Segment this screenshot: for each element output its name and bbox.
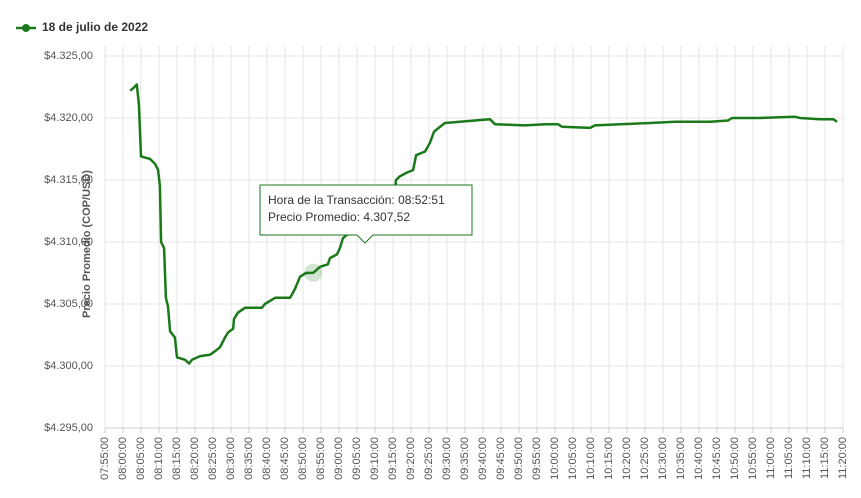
- x-tick-label: 10:00:00: [549, 437, 561, 480]
- x-tick-label: 10:25:00: [639, 437, 651, 480]
- x-tick-label: 11:20:00: [837, 437, 849, 479]
- x-tick-label: 08:25:00: [207, 437, 219, 480]
- x-tick-label: 09:00:00: [333, 437, 345, 480]
- x-tick-label: 09:45:00: [495, 437, 507, 480]
- x-tick-label: 08:35:00: [243, 437, 255, 480]
- x-tick-label: 10:50:00: [729, 437, 741, 480]
- x-tick-label: 10:05:00: [567, 437, 579, 480]
- y-tick-label: $4.295,00: [44, 422, 93, 434]
- x-tick-label: 08:55:00: [315, 437, 327, 480]
- x-tick-label: 09:10:00: [369, 437, 381, 480]
- x-tick-label: 08:50:00: [297, 437, 309, 480]
- x-tick-label: 11:00:00: [765, 437, 777, 479]
- x-tick-label: 08:00:00: [117, 437, 129, 480]
- x-tick-label: 09:30:00: [441, 437, 453, 480]
- x-tick-label: 08:40:00: [261, 437, 273, 480]
- tooltip-box: [259, 184, 473, 244]
- x-tick-label: 10:45:00: [711, 437, 723, 480]
- tooltip-line: Precio Promedio: 4.307,52: [268, 210, 410, 224]
- y-tick-label: $4.320,00: [44, 112, 93, 124]
- y-tick-label: $4.315,00: [44, 174, 93, 186]
- x-tick-label: 10:10:00: [585, 437, 597, 480]
- x-tick-label: 09:05:00: [351, 437, 363, 480]
- x-tick-label: 08:05:00: [135, 437, 147, 480]
- legend-label: 18 de julio de 2022: [42, 20, 148, 34]
- x-tick-label: 08:30:00: [225, 437, 237, 480]
- y-tick-label: $4.325,00: [44, 50, 93, 62]
- x-tick-label: 09:35:00: [459, 437, 471, 480]
- tooltip-line: Hora de la Transacción: 08:52:51: [268, 193, 445, 207]
- x-tick-label: 09:20:00: [405, 437, 417, 480]
- legend-marker: [22, 24, 30, 32]
- x-tick-label: 09:15:00: [387, 437, 399, 480]
- x-tick-label: 11:10:00: [801, 437, 813, 479]
- x-tick-label: 08:15:00: [171, 437, 183, 480]
- x-tick-label: 09:40:00: [477, 437, 489, 480]
- x-tick-label: 08:45:00: [279, 437, 291, 480]
- y-tick-label: $4.305,00: [44, 298, 93, 310]
- x-tick-label: 10:40:00: [693, 437, 705, 480]
- y-tick-label: $4.300,00: [44, 360, 93, 372]
- x-tick-label: 10:35:00: [675, 437, 687, 480]
- x-tick-label: 09:25:00: [423, 437, 435, 480]
- x-tick-label: 10:30:00: [657, 437, 669, 480]
- x-tick-label: 07:55:00: [99, 437, 111, 480]
- x-tick-label: 08:10:00: [153, 437, 165, 480]
- x-tick-label: 11:05:00: [783, 437, 795, 479]
- line: [129, 83, 838, 365]
- y-tick-label: $4.310,00: [44, 236, 93, 248]
- x-tick-label: 10:15:00: [603, 437, 615, 480]
- x-tick-label: 09:55:00: [531, 437, 543, 480]
- tooltip: Hora de la Transacción: 08:52:51 Precio P…: [259, 184, 473, 244]
- x-tick-label: 09:50:00: [513, 437, 525, 480]
- x-tick-label: 11:15:00: [819, 437, 831, 479]
- x-tick-label: 10:20:00: [621, 437, 633, 480]
- x-tick-label: 08:20:00: [189, 437, 201, 480]
- x-tick-label: 10:55:00: [747, 437, 759, 480]
- hover-marker: [304, 263, 323, 282]
- y-axis-label: Precio Promedio (COP/USD): [81, 170, 93, 318]
